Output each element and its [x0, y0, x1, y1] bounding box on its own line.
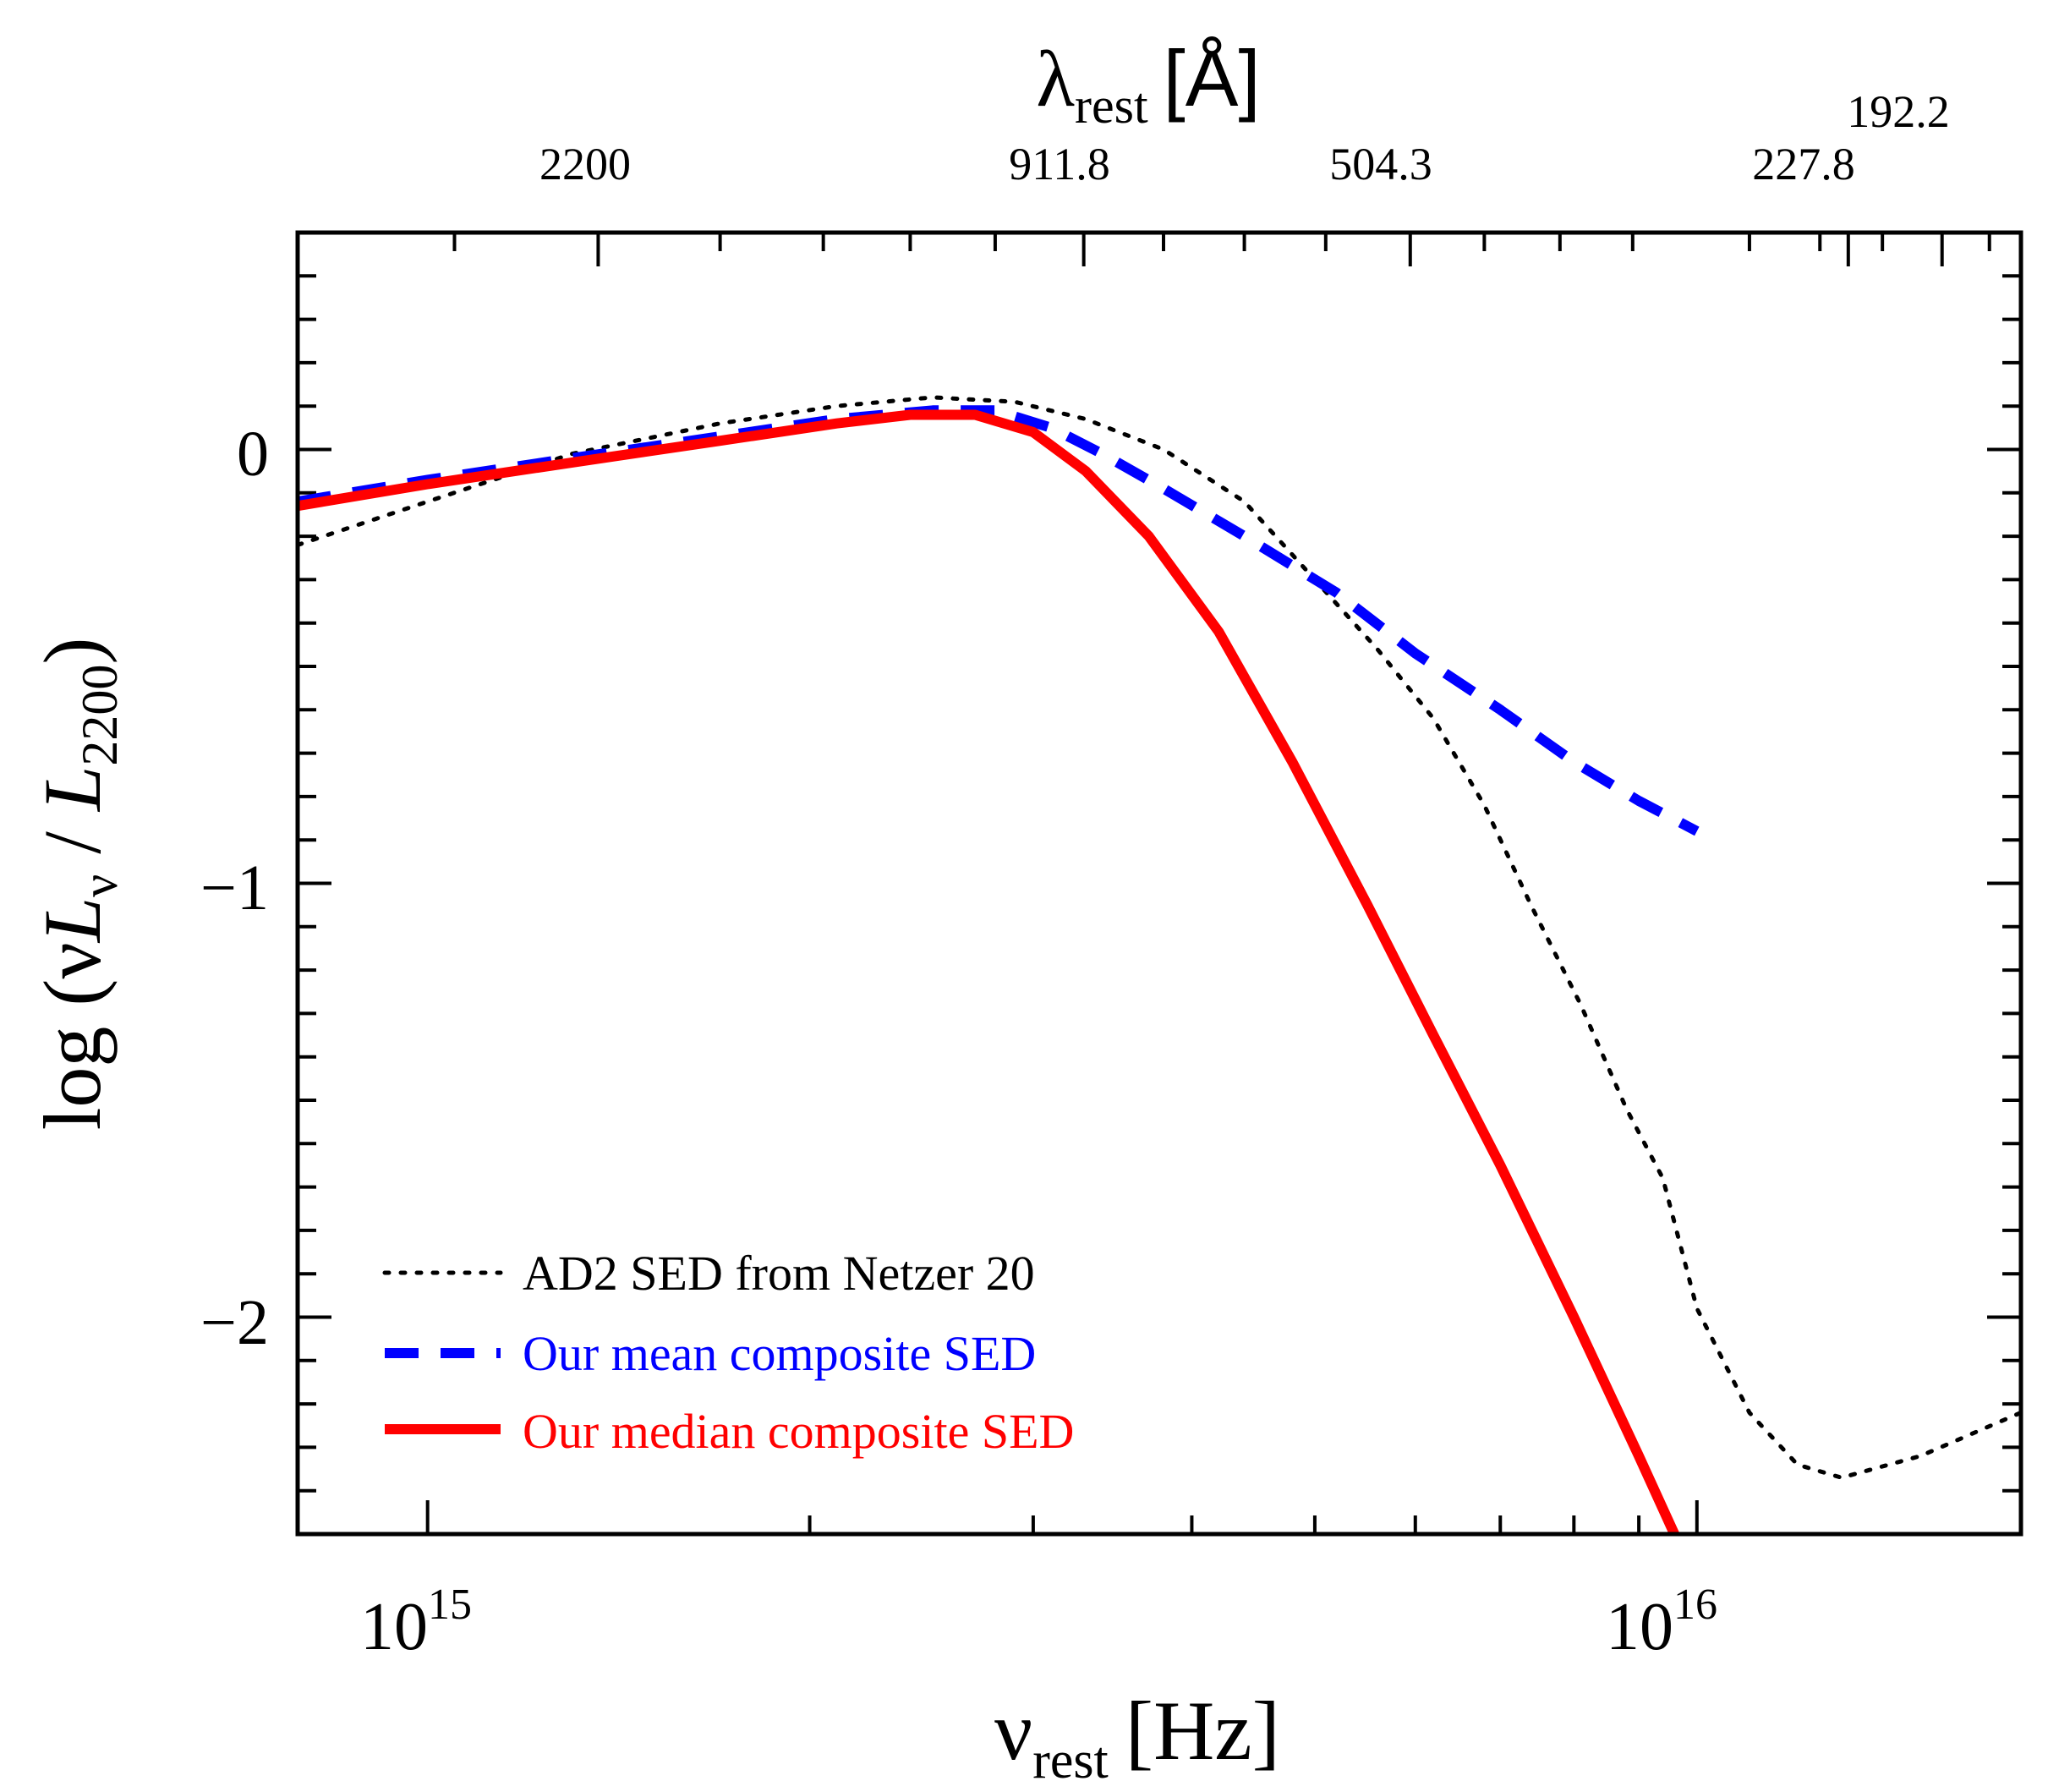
y-axis-title-L1: L — [27, 897, 118, 944]
series-layer — [298, 395, 2021, 1534]
minor-ticks — [298, 231, 2021, 1536]
major-ticks — [298, 233, 2021, 1534]
top-axis-title-unit: [Å] — [1164, 34, 1261, 123]
top-tick-label-227-8: 227.8 — [1752, 139, 1855, 189]
top-axis-title-main: λ — [1036, 36, 1075, 123]
y-axis-title-L2-sub: 2200 — [72, 665, 128, 766]
top-tick-label-504-3: 504.3 — [1329, 139, 1432, 189]
legend-label-ad2: AD2 SED from Netzer 20 — [523, 1246, 1035, 1301]
plot-frame — [295, 230, 2023, 1537]
x-axis-title-main: ν — [994, 1684, 1032, 1778]
y-axis-title-prefix: log (ν — [27, 942, 118, 1130]
top-axis-title: λrest [Å] — [1036, 34, 1260, 134]
y-axis-title-L1-sub: ν — [72, 874, 128, 897]
top-tick-label-911-8: 911.8 — [1009, 139, 1110, 189]
y-tick-label-minus-1: −1 — [200, 852, 269, 923]
x-tick-label-1e16-exp: 16 — [1673, 1581, 1717, 1629]
y-axis-title: log (νLν / L2200) — [27, 638, 128, 1131]
x-tick-label-1e15: 1015 — [360, 1581, 472, 1664]
top-axis-title-sub: rest — [1075, 78, 1148, 134]
y-axis-title-slash: / — [27, 811, 118, 874]
top-tick-label-2200: 2200 — [539, 139, 631, 189]
x-axis-title-sub: rest — [1032, 1732, 1109, 1789]
x-axis-title-unit: [Hz] — [1125, 1684, 1280, 1778]
x-tick-label-1e16: 1016 — [1606, 1581, 1717, 1664]
x-tick-label-1e15-base: 10 — [360, 1590, 428, 1664]
ad2-netzer-line — [298, 395, 2021, 1480]
y-axis-title-close: ) — [27, 638, 118, 665]
median-composite-line — [298, 409, 1679, 1534]
legend-label-mean: Our mean composite SED — [523, 1326, 1036, 1381]
y-tick-label-0: 0 — [237, 419, 269, 490]
y-axis-title-L2: L — [27, 766, 118, 813]
x-tick-label-1e16-base: 10 — [1606, 1590, 1673, 1664]
legend: AD2 SED from Netzer 20 Our mean composit… — [382, 1246, 1074, 1459]
y-tick-label-minus-2: −2 — [200, 1287, 269, 1358]
x-axis-title: νrest [Hz] — [994, 1684, 1280, 1789]
legend-label-median: Our median composite SED — [523, 1404, 1074, 1459]
top-tick-label-192-2: 192.2 — [1847, 86, 1950, 137]
x-tick-label-1e15-exp: 15 — [428, 1581, 472, 1629]
